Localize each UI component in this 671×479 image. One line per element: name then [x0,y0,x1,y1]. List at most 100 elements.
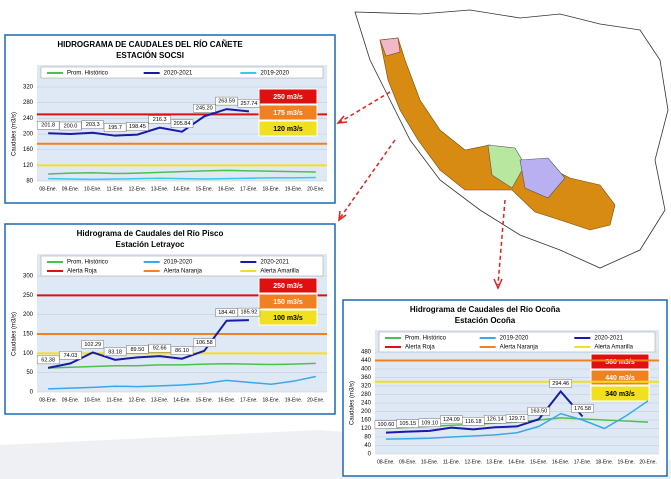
threshold-box [258,293,318,310]
arrow [497,199,506,286]
series-line [48,169,316,175]
threshold-label: 250 m3/s [273,94,303,101]
threshold-box [258,88,318,105]
value-label-box [81,120,104,129]
threshold-label: 580 m3/s [605,359,635,366]
value-label: 126.14 [487,417,504,423]
y-tick-label: 150 [23,332,34,338]
x-tick-label: 10-Ene. [421,459,439,465]
value-label: 203.3 [86,122,100,128]
value-label: 198.45 [129,124,146,130]
value-label-box [505,414,529,423]
legend-label: 2019-2020 [164,260,193,266]
threshold-label: 340 m3/s [605,391,635,398]
region-green [487,144,526,189]
x-tick-label: 11-Ene. [443,459,460,465]
value-label-box [571,404,594,413]
series-line [48,108,250,137]
legend-label: 2019-2020 [260,71,289,77]
x-tick-label: 18-Ene. [596,459,614,465]
x-tick-label: 19-Ene. [285,186,303,192]
y-tick-label: 100 [23,351,34,357]
y-tick-label: 200 [23,312,34,318]
value-label: 294.46 [552,381,569,387]
y-tick-label: 200 [361,409,372,415]
series-line [48,362,316,369]
x-tick-label: 08-Ene. [39,186,57,192]
value-label-box [126,122,149,131]
x-tick-label: 20-Ene. [639,459,657,465]
value-label: 195.7 [108,125,122,131]
value-label: 83.18 [108,349,122,355]
x-tick-label: 08-Ene. [377,459,395,465]
y-tick-label: 120 [23,163,34,169]
threshold-label: 250 m3/s [273,283,303,290]
x-tick-label: 18-Ene. [262,397,280,403]
value-label-box [103,123,127,132]
x-tick-label: 14-Ene. [173,186,191,192]
threshold-label: 175 m3/s [273,110,303,117]
y-tick-label: 440 [361,358,372,364]
x-tick-label: 14-Ene. [173,397,191,403]
region-pink [379,37,401,57]
y-axis-label: Caudales (m3/s) [350,381,356,425]
x-tick-label: 17-Ene. [240,397,258,403]
y-axis-label: Caudales (m3/s) [12,312,18,356]
arrow [339,139,396,219]
x-tick-label: 09-Ene. [399,459,417,465]
y-tick-label: 0 [30,390,34,396]
value-label: 106.58 [196,340,213,346]
series-line [48,375,316,390]
legend-label: 2020-2021 [260,260,289,266]
arrow-head [338,210,347,222]
y-tick-label: 280 [23,100,34,106]
value-label: 116.18 [465,419,481,425]
value-label: 257.74 [241,101,258,107]
value-label-box [36,121,60,130]
value-label-box [170,346,194,355]
legend-label: Prom. Histórico [67,71,109,77]
threshold-label: 120 m3/s [273,126,303,133]
x-tick-label: 14-Ene. [508,459,526,465]
x-tick-label: 17-Ene. [574,459,592,465]
arrow-head [493,278,503,290]
x-tick-label: 15-Ene. [530,459,548,465]
x-tick-label: 12-Ene. [129,397,147,403]
x-tick-label: 20-Ene. [307,397,325,403]
y-tick-label: 40 [364,443,371,449]
x-tick-label: 10-Ene. [84,397,102,403]
x-tick-label: 18-Ene. [262,186,280,192]
threshold-label: 100 m3/s [273,315,303,322]
value-label-box [126,345,149,354]
value-label-box [59,351,82,360]
x-tick-label: 13-Ene. [151,186,169,192]
value-label: 184.40 [218,310,235,316]
value-label-box [170,119,194,128]
x-tick-label: 17-Ene. [240,186,258,192]
y-tick-label: 360 [361,375,372,381]
value-label-box [549,379,572,388]
chart-title: Hidrograma de Caudales del Río Ocoña [410,305,561,314]
y-tick-label: 160 [23,147,34,153]
threshold-box [258,104,318,121]
y-tick-label: 320 [361,384,372,390]
x-tick-label: 16-Ene. [552,459,570,465]
legend-label: 2020-2021 [164,71,193,77]
value-label: 201.8 [41,123,55,129]
value-label: 263.59 [218,99,235,105]
value-label: 109.10 [421,420,438,426]
x-tick-label: 19-Ene. [285,397,303,403]
value-label: 216.3 [153,117,167,123]
y-tick-label: 240 [361,401,372,407]
value-label: 176.58 [574,406,591,412]
y-tick-label: 50 [26,370,33,376]
x-tick-label: 11-Ene. [106,397,123,403]
legend-label: Alerta Roja [405,345,435,351]
x-tick-label: 12-Ene. [129,186,147,192]
series-line [385,389,584,434]
value-label: 105.15 [399,421,416,427]
chart-title: Hidrograma de Caudales del Río Pisco [77,229,224,238]
y-tick-label: 80 [364,435,371,441]
value-label-box [36,355,60,365]
y-tick-label: 0 [368,452,372,458]
